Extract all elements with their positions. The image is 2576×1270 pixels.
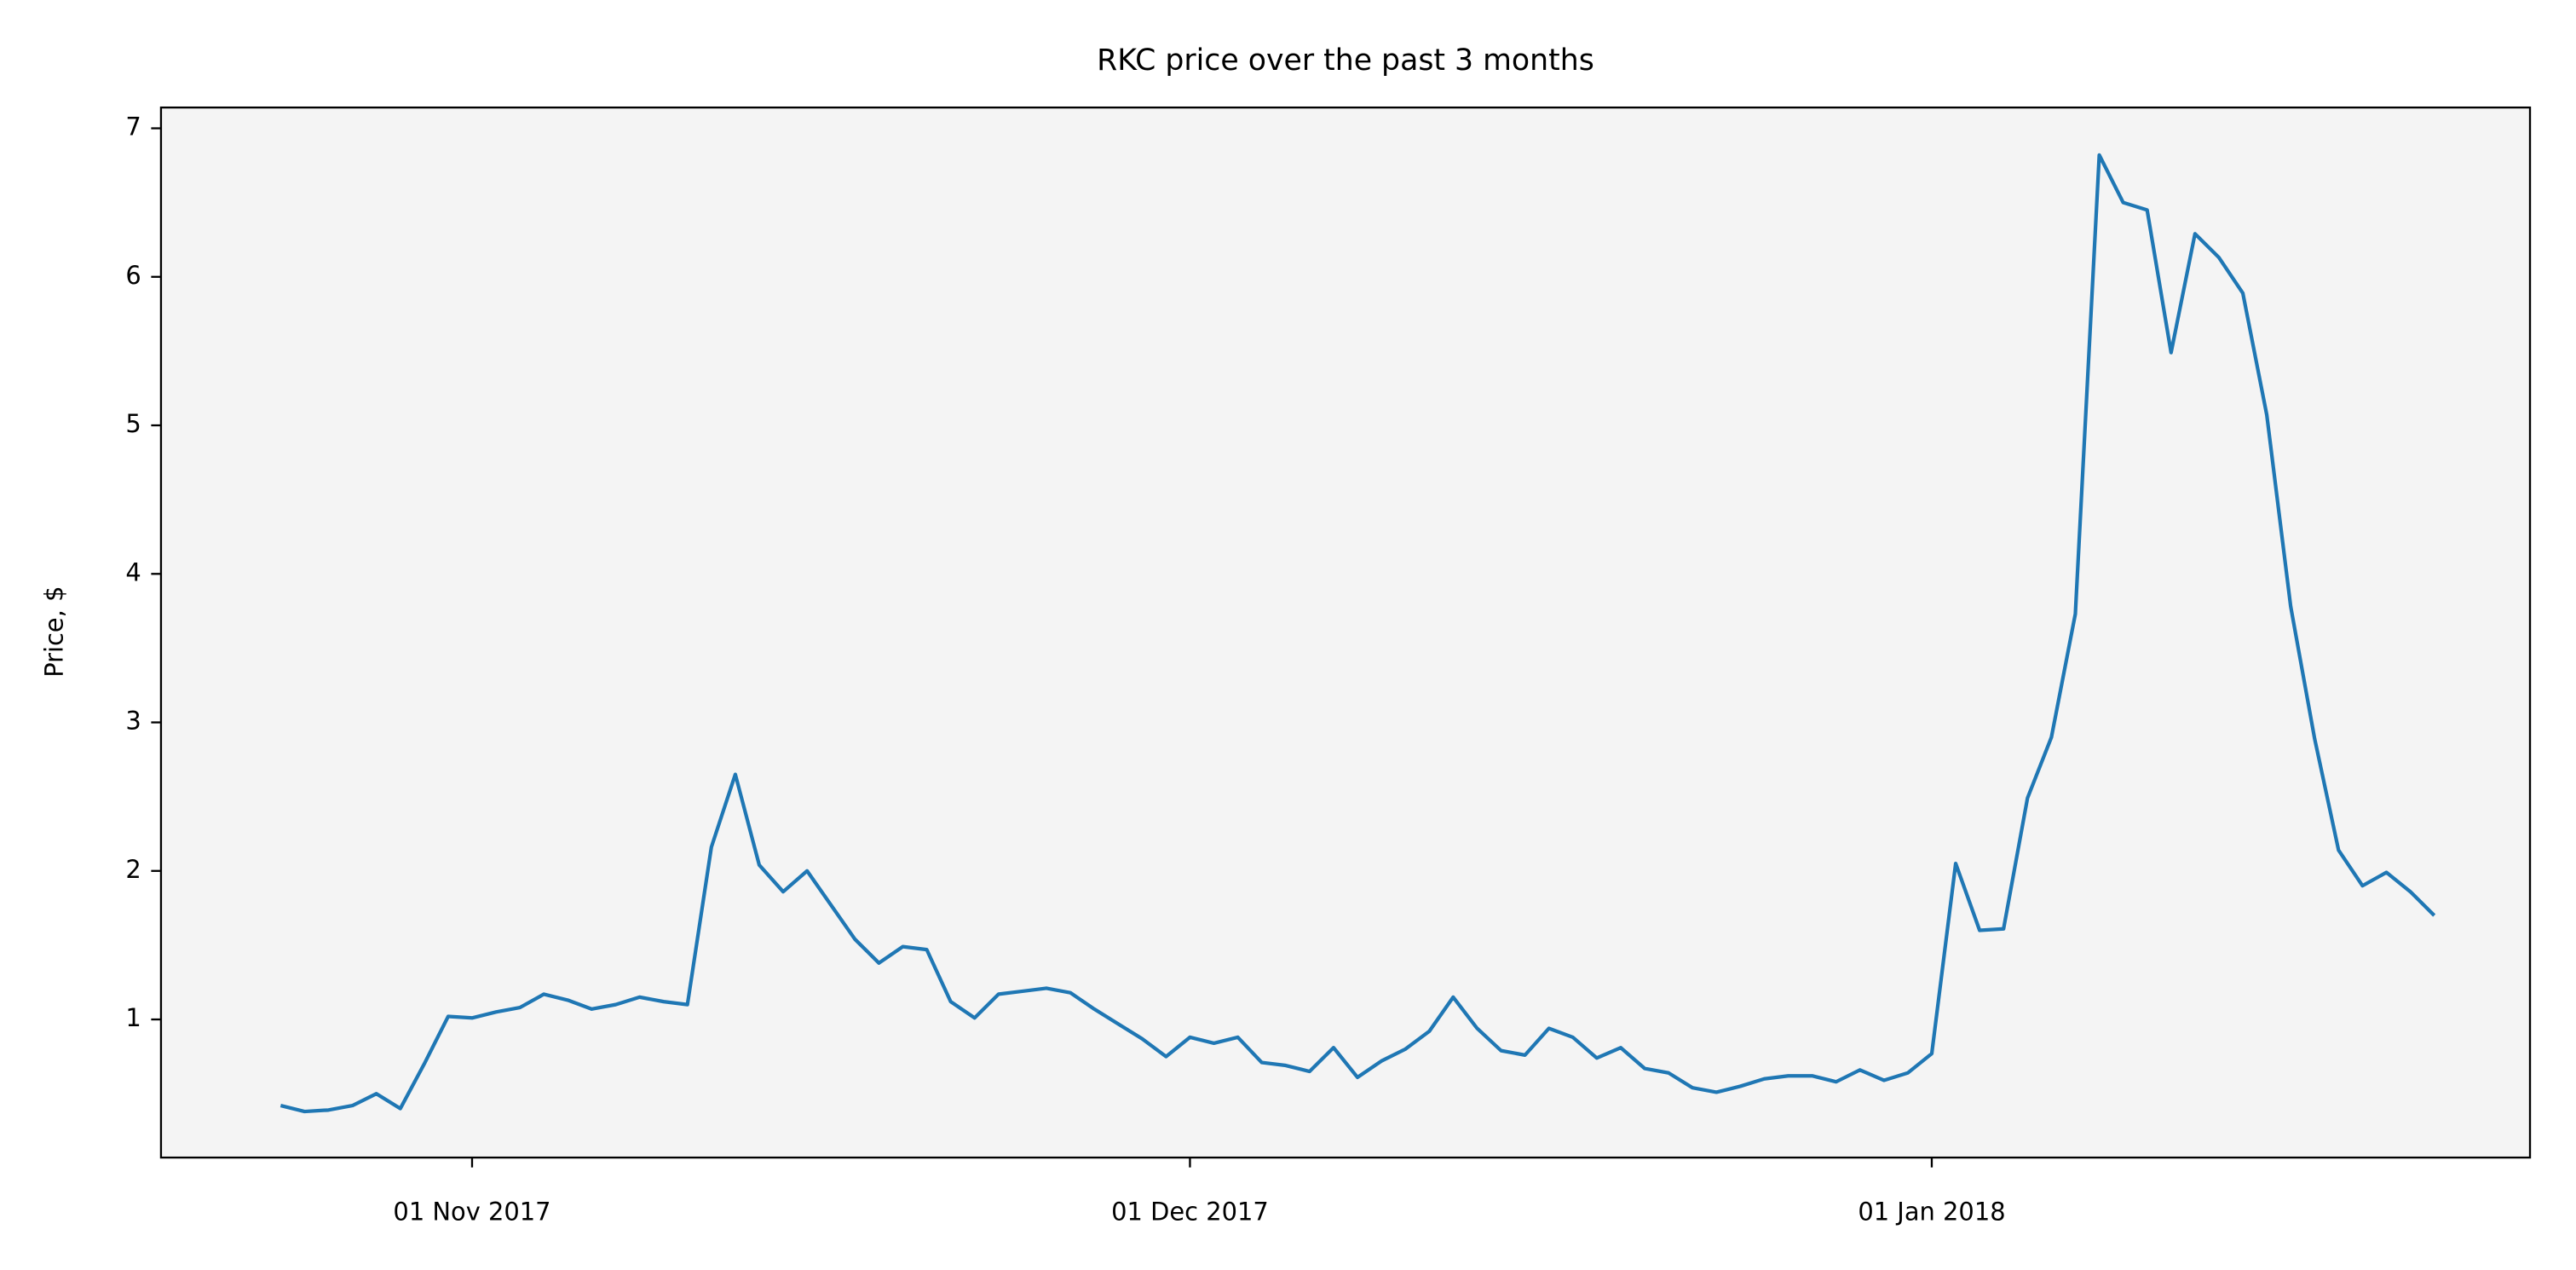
plot-frame	[159, 106, 2532, 1159]
x-tick-label: 01 Jan 2018	[1858, 1198, 2005, 1227]
y-tick-label: 3	[125, 707, 141, 736]
chart-title: RKC price over the past 3 months	[1097, 43, 1594, 78]
plot-background	[160, 107, 2531, 1158]
y-tick-label: 2	[125, 855, 141, 884]
price-line	[279, 153, 2436, 1114]
y-tick-label: 6	[125, 261, 141, 290]
x-tick-label: 01 Dec 2017	[1111, 1198, 1269, 1227]
y-tick-label: 1	[125, 1003, 141, 1032]
y-tick-label: 7	[125, 113, 141, 141]
y-tick-label: 4	[125, 557, 141, 586]
x-tick-label: 01 Nov 2017	[393, 1198, 550, 1227]
y-tick-label: 5	[125, 409, 141, 438]
y-axis-label: Price, $	[40, 586, 69, 677]
